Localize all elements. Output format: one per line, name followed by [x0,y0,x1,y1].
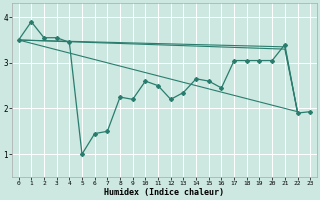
X-axis label: Humidex (Indice chaleur): Humidex (Indice chaleur) [104,188,224,197]
